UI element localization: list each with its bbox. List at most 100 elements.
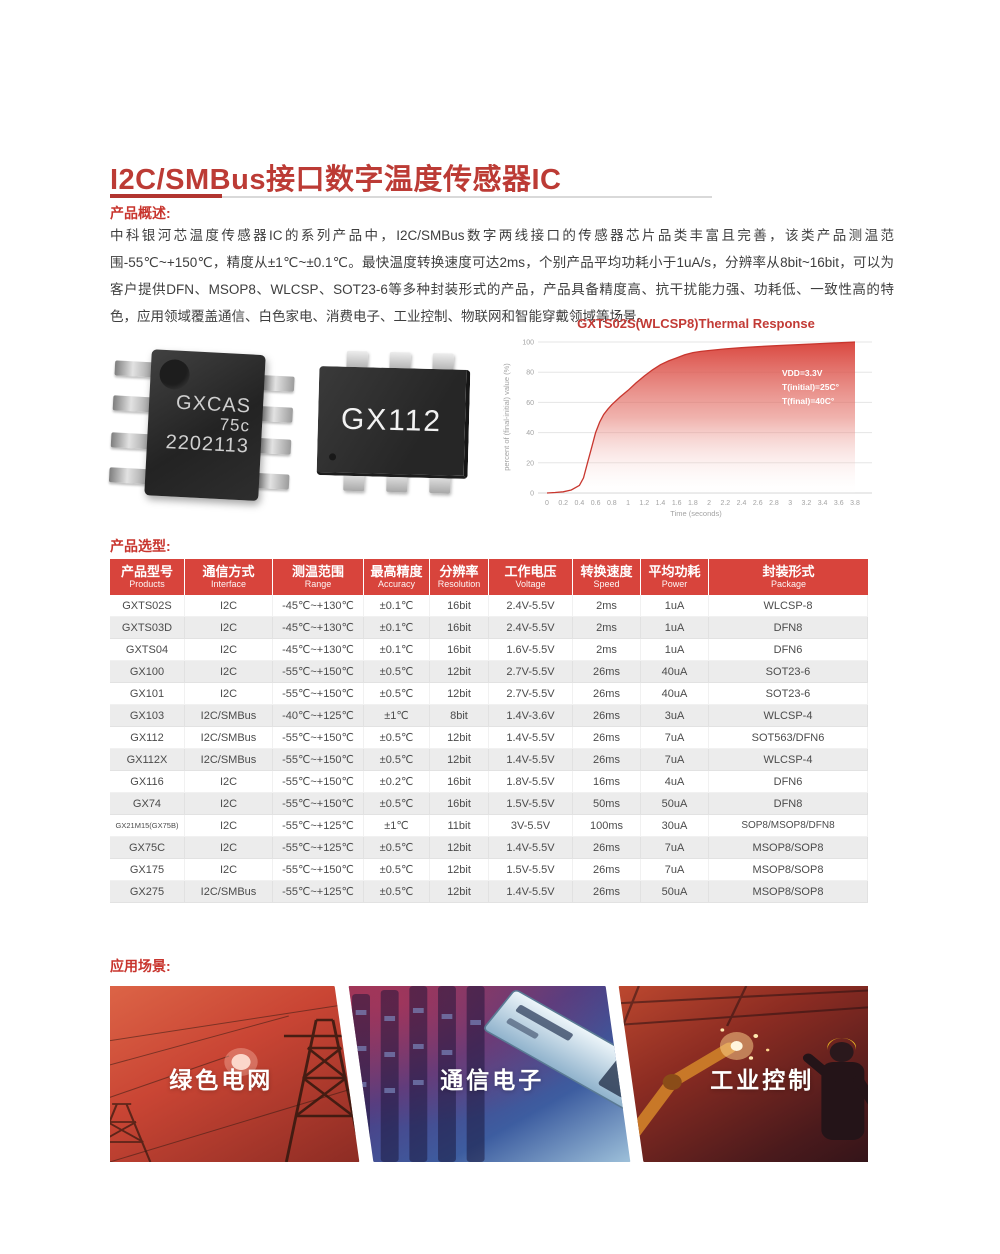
- table-cell: 7uA: [641, 837, 709, 859]
- x-tick-label: 1.6: [672, 500, 682, 507]
- x-tick-label: 0.2: [558, 500, 568, 507]
- table-cell: -55℃~+150℃: [273, 793, 364, 815]
- product-name-cell: GX100: [110, 661, 185, 683]
- chip-pin: [108, 467, 150, 485]
- y-axis-label: percent of (final-initial) value (%): [502, 363, 511, 471]
- table-cell: 16bit: [430, 793, 489, 815]
- table-cell: I2C: [185, 639, 273, 661]
- table-body: GXTS02S I2C -45℃~+130℃ ±0.1℃ 16bit 2.4V-5.5V 2…: [110, 595, 868, 903]
- table-cell: -55℃~+125℃: [273, 837, 364, 859]
- table-cell: 50uA: [641, 881, 709, 903]
- table-cell: 16bit: [430, 639, 489, 661]
- chip-marking-line1: GXCAS: [175, 391, 252, 418]
- header-cell: 通信方式 Interface: [185, 559, 273, 595]
- table-cell: I2C/SMBus: [185, 705, 273, 727]
- table-row: GXTS02S I2C -45℃~+130℃ ±0.1℃ 16bit 2.4V-5.5V 2…: [110, 595, 868, 617]
- table-cell: 2ms: [573, 639, 641, 661]
- table-cell: 16bit: [430, 617, 489, 639]
- title-underline-gray: [112, 196, 712, 198]
- table-cell: DFN6: [709, 771, 868, 793]
- table-cell: I2C: [185, 771, 273, 793]
- industrial-photo: [618, 986, 868, 1162]
- x-tick-label: 0.6: [591, 500, 601, 507]
- table-cell: -55℃~+125℃: [273, 881, 364, 903]
- product-name-cell: GX75C: [110, 837, 185, 859]
- table-cell: 12bit: [430, 859, 489, 881]
- table-cell: 26ms: [573, 859, 641, 881]
- header-label-zh: 转换速度: [580, 564, 633, 579]
- table-cell: I2C/SMBus: [185, 881, 273, 903]
- table-cell: -55℃~+125℃: [273, 815, 364, 837]
- y-tick-label: 100: [522, 340, 534, 347]
- table-cell: 1.4V-5.5V: [489, 727, 573, 749]
- header-label-en: Products: [129, 579, 165, 589]
- x-tick-label: 3.6: [834, 500, 844, 507]
- table-cell: I2C: [185, 859, 273, 881]
- table-cell: 26ms: [573, 749, 641, 771]
- table-cell: 16bit: [430, 595, 489, 617]
- chip-photo-sop8: GXCAS 75c 2202113: [108, 335, 297, 514]
- table-cell: 30uA: [641, 815, 709, 837]
- header-label-en: Voltage: [515, 579, 546, 589]
- product-name-cell: GXTS04: [110, 639, 185, 661]
- product-name-cell: GX175: [110, 859, 185, 881]
- thermal-response-chart: 0 20 40 60 80 100 0 0.2 0.4 0.6 0.8 1 1.2 1.4 1.6 1.8 2 2…: [502, 316, 872, 518]
- table-row: GX21M15(GX75B) I2C -55℃~+125℃ ±1℃ 11bit 3V-5.…: [110, 815, 868, 837]
- header-cell: 最高精度 Accuracy: [364, 559, 430, 595]
- header-label-en: Range: [304, 579, 332, 589]
- power-grid-photo: [110, 986, 360, 1162]
- table-row: GX275 I2C/SMBus -55℃~+125℃ ±0.5℃ 12bit 1.4V-5…: [110, 881, 868, 903]
- applications-label: 应用场景:: [110, 958, 171, 974]
- chip-marking: GXCAS 75c 2202113: [165, 391, 252, 458]
- table-cell: SOT23-6: [709, 683, 868, 705]
- product-name-cell: GX275: [110, 881, 185, 903]
- x-tick-label: 1.8: [688, 500, 698, 507]
- product-name-cell: GX74: [110, 793, 185, 815]
- x-tick-label: 2.8: [769, 500, 779, 507]
- x-tick-label: 3.4: [818, 500, 828, 507]
- table-row: GX74 I2C -55℃~+150℃ ±0.5℃ 16bit 1.5V-5.5V 50ms…: [110, 793, 868, 815]
- table-row: GX101 I2C -55℃~+150℃ ±0.5℃ 12bit 2.7V-5.5V 26m…: [110, 683, 868, 705]
- overview-label: 产品概述:: [110, 205, 171, 221]
- x-tick-label: 2.4: [737, 500, 747, 507]
- chip-body: GXCAS 75c 2202113: [144, 349, 266, 502]
- header-label-en: Speed: [593, 579, 620, 589]
- table-cell: -45℃~+130℃: [273, 639, 364, 661]
- thermal-area: [547, 342, 855, 493]
- chip-pin: [259, 375, 295, 392]
- table-cell: DFN6: [709, 639, 868, 661]
- y-tick-label: 40: [526, 430, 534, 437]
- table-row: GX112X I2C/SMBus -55℃~+150℃ ±0.5℃ 12bit 1.4V-…: [110, 749, 868, 771]
- table-row: GX75C I2C -55℃~+125℃ ±0.5℃ 12bit 1.4V-5.5V 26m…: [110, 837, 868, 859]
- header-label-en: Interface: [210, 579, 247, 589]
- table-cell: DFN8: [709, 617, 868, 639]
- table-cell: 100ms: [573, 815, 641, 837]
- table-header-row: 产品型号 Products 通信方式 Interface 测温范围 Range 最高精度 Ac…: [110, 559, 868, 595]
- table-cell: 11bit: [430, 815, 489, 837]
- table-cell: 26ms: [573, 727, 641, 749]
- chip-pin: [258, 405, 294, 423]
- y-tick-label: 80: [526, 370, 534, 377]
- table-cell: 50ms: [573, 793, 641, 815]
- header-label-zh: 分辨率: [439, 564, 479, 579]
- table-cell: ±0.5℃: [364, 837, 430, 859]
- header-cell: 工作电压 Voltage: [489, 559, 573, 595]
- table-cell: I2C: [185, 683, 273, 705]
- x-axis-label: Time (seconds): [670, 509, 722, 518]
- table-cell: ±0.1℃: [364, 617, 430, 639]
- header-label-zh: 最高精度: [370, 564, 423, 579]
- table-cell: 1.4V-5.5V: [489, 749, 573, 771]
- table-cell: ±0.5℃: [364, 881, 430, 903]
- product-name-cell: GX116: [110, 771, 185, 793]
- table-row: GX103 I2C/SMBus -40℃~+125℃ ±1℃ 8bit 1.4V-3.6V…: [110, 705, 868, 727]
- header-cell: 转换速度 Speed: [573, 559, 641, 595]
- table-cell: -55℃~+150℃: [273, 771, 364, 793]
- table-cell: -55℃~+150℃: [273, 749, 364, 771]
- header-label-zh: 测温范围: [291, 564, 344, 579]
- header-label-en: Power: [661, 579, 688, 589]
- card-label: 通信电子: [439, 1066, 544, 1093]
- table-cell: ±1℃: [364, 815, 430, 837]
- table-cell: 12bit: [430, 837, 489, 859]
- chip-body: GX112: [316, 366, 471, 479]
- table-cell: ±0.5℃: [364, 661, 430, 683]
